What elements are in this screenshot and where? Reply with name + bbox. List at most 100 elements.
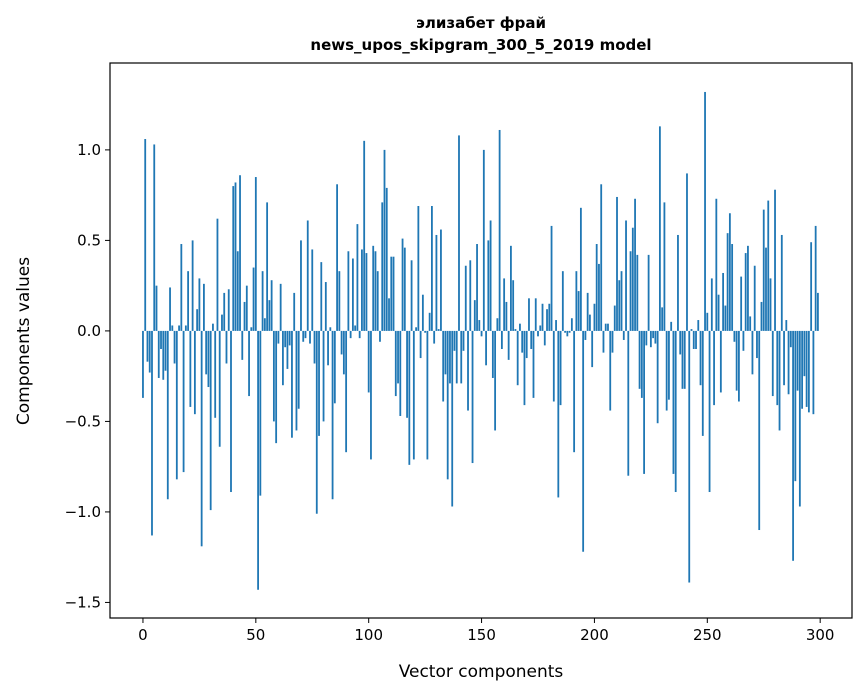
- bar: [347, 251, 350, 331]
- bar: [584, 330, 587, 340]
- bar: [649, 330, 652, 348]
- y-tick-label: 1.0: [77, 141, 101, 159]
- bar: [196, 309, 199, 331]
- bar: [464, 265, 467, 331]
- x-tick-label: 50: [246, 626, 265, 644]
- bar: [814, 225, 817, 331]
- bar: [756, 330, 758, 359]
- bar: [528, 298, 530, 331]
- bar: [690, 329, 693, 331]
- bar: [731, 244, 734, 331]
- bar: [487, 240, 490, 331]
- bar: [243, 301, 246, 331]
- bar: [668, 330, 670, 400]
- bar: [351, 258, 354, 331]
- bar: [363, 140, 366, 331]
- bar: [609, 330, 612, 411]
- bar: [225, 330, 228, 364]
- bar: [500, 330, 503, 350]
- bar: [681, 330, 684, 389]
- bar: [354, 325, 357, 331]
- bar: [742, 330, 745, 351]
- bar: [171, 325, 174, 331]
- y-tick-label: −1.0: [65, 503, 101, 521]
- bar: [175, 330, 178, 480]
- bar: [726, 233, 729, 331]
- x-tick-label: 0: [138, 626, 148, 644]
- bar: [485, 330, 487, 366]
- bar: [589, 314, 591, 331]
- bar: [744, 253, 747, 331]
- bar: [234, 182, 237, 331]
- bar: [780, 234, 783, 331]
- bar: [699, 330, 702, 386]
- bar: [142, 330, 144, 398]
- bar: [266, 202, 269, 331]
- bar: [534, 298, 537, 331]
- bar: [232, 186, 235, 331]
- bar: [187, 271, 190, 331]
- bar: [430, 206, 433, 331]
- y-tick-label: −1.5: [65, 593, 101, 611]
- bar: [426, 330, 429, 460]
- bar: [634, 198, 636, 331]
- bar: [435, 234, 438, 331]
- bar: [717, 294, 720, 331]
- bar: [365, 253, 368, 331]
- bar: [227, 289, 230, 331]
- bar: [268, 300, 271, 331]
- bar: [555, 320, 557, 331]
- bar: [762, 209, 765, 331]
- bar: [557, 330, 560, 498]
- bar: [462, 330, 465, 351]
- bar: [288, 330, 291, 346]
- x-tick-label: 150: [467, 626, 496, 644]
- bar: [765, 247, 767, 331]
- bar: [803, 330, 806, 377]
- bar: [537, 330, 539, 337]
- bar: [494, 330, 497, 431]
- bar: [776, 330, 779, 406]
- bar: [559, 330, 562, 406]
- bar: [805, 330, 808, 407]
- bar: [519, 323, 521, 331]
- bar: [324, 282, 327, 331]
- bar: [178, 325, 180, 331]
- bar: [455, 330, 458, 384]
- bar: [182, 330, 185, 473]
- bar: [250, 327, 253, 331]
- bar: [769, 278, 772, 331]
- bar: [753, 265, 756, 331]
- bar: [379, 330, 381, 342]
- bar: [469, 260, 472, 331]
- bar: [419, 330, 422, 359]
- bar: [304, 330, 307, 339]
- bar: [390, 256, 393, 331]
- bar: [577, 291, 580, 331]
- bar: [173, 330, 176, 364]
- bar: [248, 330, 250, 397]
- bar: [738, 330, 740, 402]
- bar: [410, 260, 413, 331]
- bar: [478, 320, 481, 331]
- bar: [796, 330, 799, 391]
- y-tick-label: 0.5: [77, 231, 101, 249]
- bar: [207, 330, 210, 388]
- bar: [774, 189, 776, 331]
- bar: [575, 271, 578, 331]
- bar: [514, 329, 517, 331]
- bar: [491, 330, 494, 378]
- bar: [329, 327, 332, 331]
- bar: [670, 321, 673, 331]
- bar: [277, 330, 280, 344]
- bar: [677, 234, 679, 331]
- bar: [392, 256, 395, 331]
- bar: [252, 267, 255, 331]
- bar: [640, 330, 643, 398]
- bar: [618, 280, 621, 331]
- bar: [184, 325, 187, 331]
- bar: [692, 330, 695, 350]
- bar: [521, 330, 524, 353]
- bar: [810, 242, 813, 331]
- bar: [297, 330, 300, 409]
